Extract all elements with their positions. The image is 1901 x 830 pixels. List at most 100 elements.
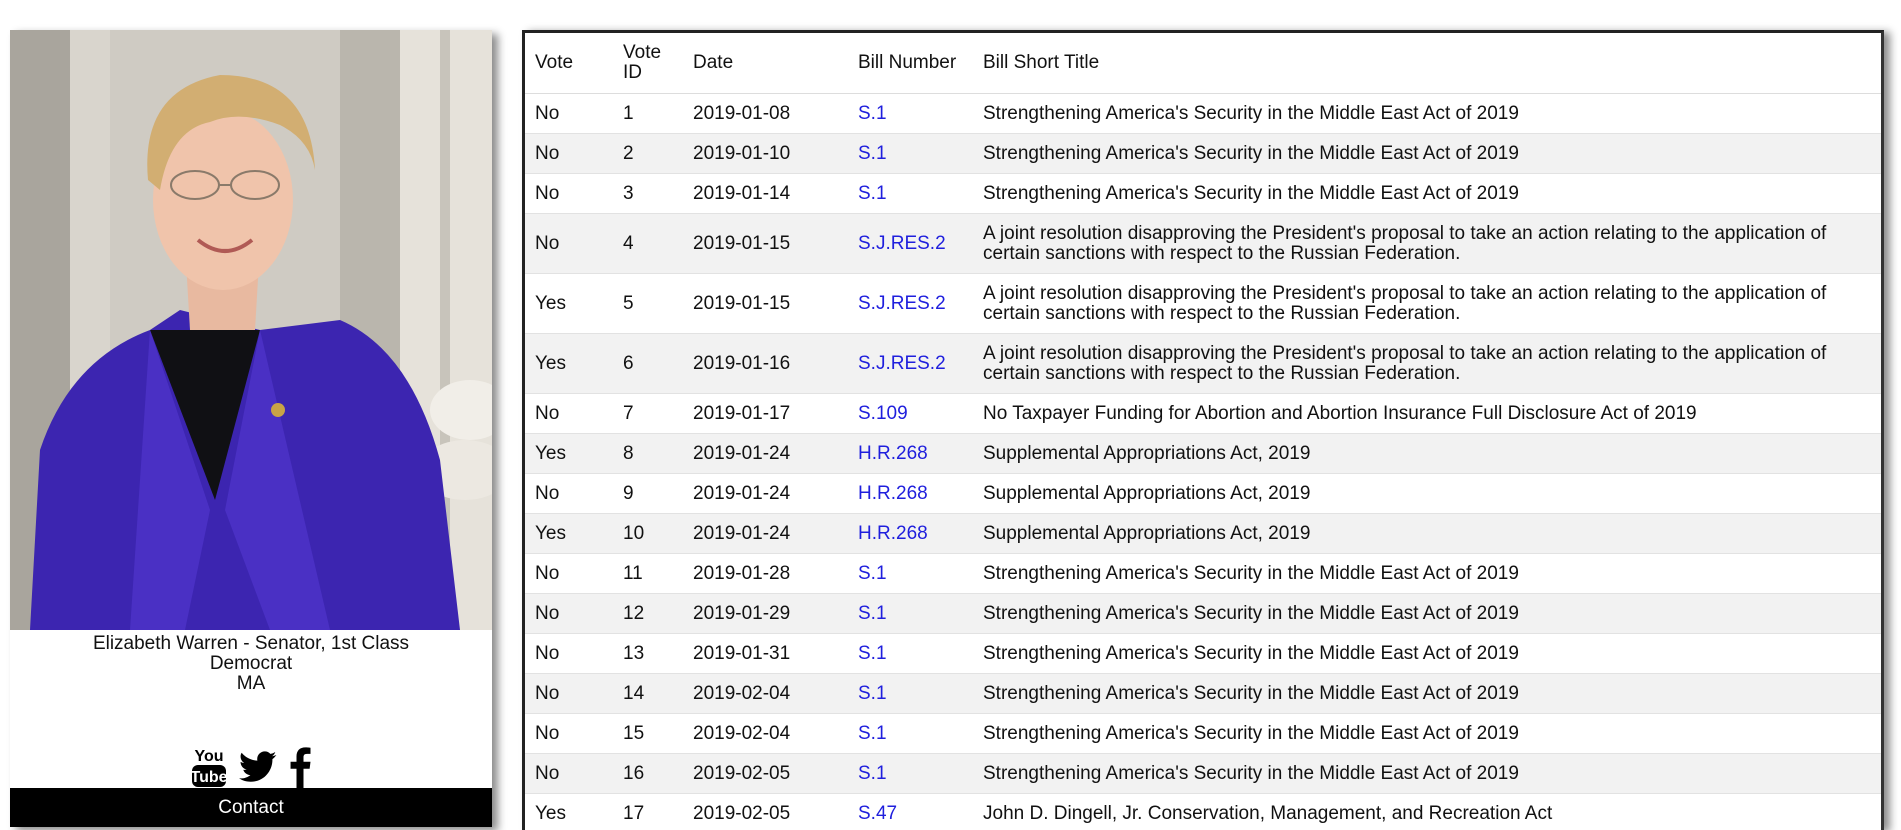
vote-cell: Yes: [525, 514, 613, 554]
vote-id-cell: 16: [613, 754, 683, 794]
bill-title-cell: Strengthening America's Security in the …: [973, 754, 1881, 794]
bill-title-cell: Strengthening America's Security in the …: [973, 674, 1881, 714]
vote-cell: Yes: [525, 334, 613, 394]
vote-id-cell: 12: [613, 594, 683, 634]
vote-cell: No: [525, 394, 613, 434]
date-cell: 2019-02-04: [683, 674, 848, 714]
date-cell: 2019-02-05: [683, 754, 848, 794]
vote-id-cell: 5: [613, 274, 683, 334]
vote-id-cell: 17: [613, 794, 683, 830]
facebook-icon[interactable]: [289, 746, 311, 793]
svg-text:Tube: Tube: [191, 769, 227, 786]
date-cell: 2019-01-24: [683, 514, 848, 554]
table-row: Yes 8 2019-01-24 H.R.268 Supplemental Ap…: [525, 434, 1881, 474]
bill-link[interactable]: S.J.RES.2: [858, 293, 946, 314]
vote-id-cell: 7: [613, 394, 683, 434]
bill-title-cell: A joint resolution disapproving the Pres…: [973, 214, 1881, 274]
bill-title-cell: Strengthening America's Security in the …: [973, 594, 1881, 634]
date-cell: 2019-01-16: [683, 334, 848, 394]
vote-id-cell: 11: [613, 554, 683, 594]
table-row: No 7 2019-01-17 S.109 No Taxpayer Fundin…: [525, 394, 1881, 434]
bill-title-cell: Strengthening America's Security in the …: [973, 634, 1881, 674]
date-cell: 2019-01-29: [683, 594, 848, 634]
bill-title-cell: A joint resolution disapproving the Pres…: [973, 334, 1881, 394]
vote-id-cell: 6: [613, 334, 683, 394]
table-row: No 11 2019-01-28 S.1 Strengthening Ameri…: [525, 554, 1881, 594]
date-cell: 2019-02-05: [683, 794, 848, 830]
bill-link[interactable]: S.1: [858, 183, 887, 204]
bill-link[interactable]: S.1: [858, 723, 887, 744]
member-card: Elizabeth Warren - Senator, 1st Class De…: [10, 30, 492, 827]
bill-link[interactable]: S.1: [858, 643, 887, 664]
date-cell: 2019-01-10: [683, 134, 848, 174]
youtube-icon[interactable]: You Tube: [191, 745, 227, 794]
bill-link[interactable]: S.1: [858, 603, 887, 624]
votes-panel: Vote Vote ID Date Bill Number Bill Short…: [522, 30, 1884, 830]
member-state: MA: [10, 674, 492, 694]
bill-link[interactable]: S.J.RES.2: [858, 353, 946, 374]
bill-link[interactable]: S.47: [858, 803, 897, 824]
bill-title-cell: Supplemental Appropriations Act, 2019: [973, 474, 1881, 514]
bill-title-cell: Strengthening America's Security in the …: [973, 714, 1881, 754]
header-vote-id: Vote ID: [613, 33, 683, 94]
header-vote: Vote: [525, 33, 613, 94]
table-row: No 9 2019-01-24 H.R.268 Supplemental App…: [525, 474, 1881, 514]
bill-title-cell: Strengthening America's Security in the …: [973, 554, 1881, 594]
vote-id-cell: 2: [613, 134, 683, 174]
bill-title-cell: Strengthening America's Security in the …: [973, 174, 1881, 214]
vote-cell: No: [525, 714, 613, 754]
table-row: Yes 17 2019-02-05 S.47 John D. Dingell, …: [525, 794, 1881, 830]
vote-cell: No: [525, 474, 613, 514]
social-links: You Tube: [10, 745, 492, 794]
bill-link[interactable]: S.109: [858, 403, 908, 424]
date-cell: 2019-01-31: [683, 634, 848, 674]
table-row: No 16 2019-02-05 S.1 Strengthening Ameri…: [525, 754, 1881, 794]
bill-link[interactable]: H.R.268: [858, 523, 928, 544]
contact-button[interactable]: Contact: [10, 788, 492, 827]
bill-link[interactable]: H.R.268: [858, 443, 928, 464]
portrait-photo: [10, 30, 492, 630]
bill-title-cell: No Taxpayer Funding for Abortion and Abo…: [973, 394, 1881, 434]
vote-cell: Yes: [525, 274, 613, 334]
vote-id-cell: 14: [613, 674, 683, 714]
date-cell: 2019-01-15: [683, 214, 848, 274]
vote-cell: No: [525, 134, 613, 174]
bill-link[interactable]: S.1: [858, 143, 887, 164]
bill-link[interactable]: S.J.RES.2: [858, 233, 946, 254]
vote-cell: Yes: [525, 794, 613, 830]
table-row: Yes 10 2019-01-24 H.R.268 Supplemental A…: [525, 514, 1881, 554]
date-cell: 2019-01-08: [683, 94, 848, 134]
table-row: No 12 2019-01-29 S.1 Strengthening Ameri…: [525, 594, 1881, 634]
bill-title-cell: Supplemental Appropriations Act, 2019: [973, 434, 1881, 474]
bill-link[interactable]: S.1: [858, 563, 887, 584]
vote-cell: No: [525, 94, 613, 134]
vote-id-cell: 15: [613, 714, 683, 754]
table-row: Yes 6 2019-01-16 S.J.RES.2 A joint resol…: [525, 334, 1881, 394]
votes-table: Vote Vote ID Date Bill Number Bill Short…: [525, 33, 1881, 830]
bill-link[interactable]: S.1: [858, 103, 887, 124]
table-row: No 2 2019-01-10 S.1 Strengthening Americ…: [525, 134, 1881, 174]
member-info: Elizabeth Warren - Senator, 1st Class De…: [10, 634, 492, 694]
vote-cell: No: [525, 754, 613, 794]
vote-cell: No: [525, 674, 613, 714]
vote-id-cell: 10: [613, 514, 683, 554]
member-party: Democrat: [10, 654, 492, 674]
table-body: No 1 2019-01-08 S.1 Strengthening Americ…: [525, 94, 1881, 830]
bill-link[interactable]: S.1: [858, 763, 887, 784]
date-cell: 2019-01-24: [683, 474, 848, 514]
bill-title-cell: Strengthening America's Security in the …: [973, 94, 1881, 134]
twitter-icon[interactable]: [239, 751, 277, 788]
table-row: Yes 5 2019-01-15 S.J.RES.2 A joint resol…: [525, 274, 1881, 334]
bill-title-cell: Supplemental Appropriations Act, 2019: [973, 514, 1881, 554]
vote-id-cell: 4: [613, 214, 683, 274]
date-cell: 2019-01-24: [683, 434, 848, 474]
vote-cell: No: [525, 214, 613, 274]
date-cell: 2019-01-17: [683, 394, 848, 434]
table-row: No 4 2019-01-15 S.J.RES.2 A joint resolu…: [525, 214, 1881, 274]
vote-id-cell: 8: [613, 434, 683, 474]
bill-link[interactable]: S.1: [858, 683, 887, 704]
bill-link[interactable]: H.R.268: [858, 483, 928, 504]
vote-cell: Yes: [525, 434, 613, 474]
vote-cell: No: [525, 594, 613, 634]
bill-title-cell: John D. Dingell, Jr. Conservation, Manag…: [973, 794, 1881, 830]
